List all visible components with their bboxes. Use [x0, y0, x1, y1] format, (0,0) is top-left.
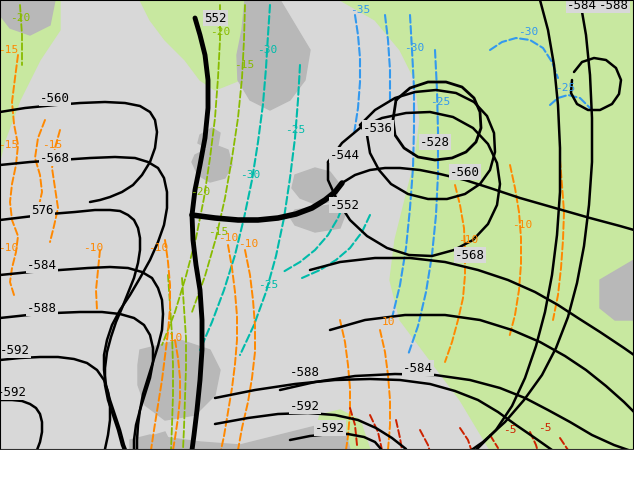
- Polygon shape: [290, 205, 345, 232]
- Text: -30: -30: [257, 45, 277, 55]
- Text: -15: -15: [234, 60, 254, 70]
- Polygon shape: [138, 340, 220, 420]
- Polygon shape: [0, 0, 55, 35]
- Polygon shape: [310, 410, 370, 450]
- Text: -15: -15: [208, 227, 228, 237]
- Polygon shape: [490, 290, 634, 450]
- Polygon shape: [340, 0, 634, 450]
- Polygon shape: [192, 145, 232, 182]
- Text: -20: -20: [190, 187, 210, 197]
- Text: -568: -568: [40, 151, 70, 165]
- Text: -584: -584: [567, 0, 597, 11]
- Text: 576: 576: [31, 203, 53, 217]
- Polygon shape: [144, 443, 157, 450]
- Text: -10: -10: [0, 243, 18, 253]
- Text: 552: 552: [204, 11, 226, 24]
- Text: -588: -588: [290, 366, 320, 378]
- Text: -20: -20: [10, 13, 30, 23]
- Text: -592: -592: [290, 399, 320, 413]
- Text: -25: -25: [555, 83, 575, 93]
- Text: -568: -568: [455, 248, 485, 262]
- Text: -536: -536: [363, 122, 393, 134]
- Text: -10: -10: [148, 243, 168, 253]
- Text: -25: -25: [258, 280, 278, 290]
- Text: Su 29-09-2024 18:00 UTC (12+126): Su 29-09-2024 18:00 UTC (12+126): [330, 462, 570, 474]
- Text: -10: -10: [458, 235, 478, 245]
- Text: -588: -588: [27, 301, 57, 315]
- Text: -15: -15: [0, 45, 18, 55]
- Polygon shape: [237, 0, 310, 110]
- Text: -30: -30: [404, 43, 424, 53]
- Text: -592: -592: [0, 386, 27, 398]
- Text: -584: -584: [403, 362, 433, 374]
- Text: -20: -20: [210, 27, 230, 37]
- Text: ©weatheronline.co.uk: ©weatheronline.co.uk: [412, 480, 547, 490]
- Text: -552: -552: [330, 198, 360, 212]
- Text: -35: -35: [350, 5, 370, 15]
- Text: -15: -15: [42, 140, 62, 150]
- Text: -30: -30: [240, 170, 260, 180]
- Text: -30: -30: [518, 27, 538, 37]
- Polygon shape: [140, 0, 280, 90]
- Text: -10: -10: [218, 233, 238, 243]
- Text: -10: -10: [512, 220, 532, 230]
- Text: -10: -10: [162, 333, 182, 343]
- Text: -584: -584: [27, 259, 57, 271]
- Text: Height/Temp. 500 hPa [gdmp][°C] ECMWF: Height/Temp. 500 hPa [gdmp][°C] ECMWF: [13, 471, 290, 484]
- Text: -560: -560: [450, 166, 480, 178]
- Text: -5: -5: [538, 423, 552, 433]
- Polygon shape: [130, 425, 350, 450]
- Text: -10: -10: [238, 239, 258, 249]
- Text: -528: -528: [420, 136, 450, 148]
- Text: -588: -588: [599, 0, 629, 11]
- Polygon shape: [198, 128, 220, 148]
- Text: -15: -15: [0, 140, 18, 150]
- Text: -10: -10: [83, 243, 103, 253]
- Text: -560: -560: [40, 92, 70, 104]
- Text: 10: 10: [381, 317, 395, 327]
- Text: -544: -544: [330, 148, 360, 162]
- Polygon shape: [187, 443, 198, 449]
- Text: -592: -592: [0, 343, 30, 357]
- Text: -25: -25: [285, 125, 305, 135]
- Text: -5: -5: [503, 425, 517, 435]
- Polygon shape: [155, 432, 168, 442]
- Polygon shape: [0, 0, 60, 160]
- Text: -25: -25: [430, 97, 450, 107]
- Polygon shape: [292, 168, 340, 205]
- Polygon shape: [600, 260, 634, 320]
- Text: -592: -592: [315, 421, 345, 435]
